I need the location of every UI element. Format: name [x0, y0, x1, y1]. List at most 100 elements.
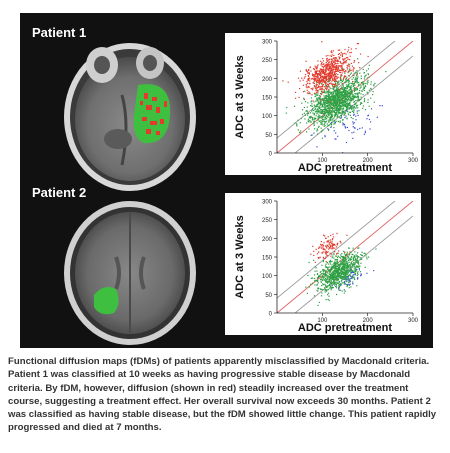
- scatter-point: [347, 276, 349, 278]
- scatter-point: [321, 90, 323, 92]
- scatter-point: [351, 254, 353, 256]
- scatter-point: [317, 86, 319, 89]
- scatter-point: [330, 269, 332, 271]
- scatter-point: [320, 86, 323, 88]
- scatter-point: [318, 251, 320, 253]
- scatter-point: [330, 66, 332, 68]
- scatter-point: [360, 274, 362, 276]
- scatter-point: [335, 63, 337, 65]
- scatter-point: [307, 120, 309, 122]
- scatter-point: [314, 87, 316, 89]
- scatter-point: [356, 72, 358, 74]
- scatter-point: [352, 96, 354, 98]
- scatter-point: [325, 87, 327, 89]
- scatter-point: [336, 87, 338, 89]
- scatter-point: [312, 109, 314, 111]
- scatter-point: [325, 73, 328, 76]
- scatter-point: [332, 73, 334, 75]
- scatter-point: [312, 277, 314, 279]
- scatter-point: [332, 60, 334, 62]
- scatter-point: [346, 91, 349, 93]
- scatter-point: [317, 91, 319, 93]
- scatter-point: [336, 92, 338, 94]
- reference-line-1: [277, 201, 413, 313]
- scatter-point: [353, 67, 355, 69]
- scatter-point: [341, 99, 343, 101]
- scatter-point: [335, 259, 337, 261]
- scatter-point: [337, 94, 339, 96]
- scatter-point: [359, 67, 361, 69]
- scatter-point: [313, 121, 315, 123]
- scatter-point: [346, 106, 348, 108]
- scatter-point: [338, 267, 340, 269]
- scatter-point: [318, 85, 320, 87]
- scatter-point: [326, 285, 328, 287]
- scatter-point: [327, 275, 329, 277]
- scatter-point: [357, 95, 359, 97]
- scatter-point: [341, 112, 343, 114]
- scatter-point: [343, 275, 345, 277]
- scatter-point: [329, 247, 331, 249]
- scatter-point: [330, 261, 332, 263]
- scatter-point: [367, 93, 369, 95]
- scatter-point: [349, 63, 351, 65]
- scatter-point: [324, 96, 326, 98]
- scatter-point: [322, 244, 324, 246]
- scatter-point: [325, 78, 327, 80]
- y-tick-label: 50: [265, 293, 272, 299]
- scatter-point: [319, 271, 321, 273]
- scatter-point: [336, 77, 338, 80]
- scatter-point: [326, 290, 328, 292]
- scatter-point: [334, 105, 336, 107]
- scatter-point: [319, 81, 321, 83]
- scatter-point: [342, 101, 344, 104]
- scatter-point: [330, 255, 332, 257]
- scatter-point: [329, 67, 331, 69]
- scatter-point: [344, 101, 346, 103]
- scatter-point: [345, 99, 347, 101]
- scatter-point: [314, 108, 316, 110]
- scatter-point: [349, 107, 351, 109]
- scatter-point: [315, 104, 318, 106]
- scatter-point: [344, 269, 346, 271]
- scatter-point: [330, 275, 332, 277]
- scatter-point: [346, 253, 348, 255]
- scatter-point: [347, 270, 349, 272]
- scatter-point: [328, 98, 331, 100]
- scatter-point: [329, 285, 331, 287]
- scatter-point: [332, 272, 334, 274]
- scatter-point: [321, 111, 323, 114]
- scatter-point: [333, 278, 335, 280]
- scatter-point: [352, 69, 354, 71]
- scatter-point: [338, 90, 340, 92]
- scatter-point: [368, 89, 370, 91]
- scatter-point: [337, 265, 339, 267]
- scatter-point: [349, 264, 351, 266]
- scatter-point: [328, 76, 330, 78]
- scatter-point: [333, 280, 335, 282]
- scatter-point: [346, 261, 348, 263]
- scatter-point: [338, 106, 340, 108]
- scatter-point: [331, 72, 333, 74]
- scatter-point: [316, 128, 318, 130]
- scatter-point: [336, 93, 338, 95]
- scatter-point: [343, 250, 345, 252]
- scatter-point: [340, 269, 342, 271]
- scatter-point: [347, 107, 349, 109]
- scatter-point: [344, 261, 346, 263]
- scatter-point: [340, 284, 342, 286]
- scatter-point: [336, 271, 338, 273]
- scatter-point: [326, 76, 328, 78]
- scatter-point: [345, 60, 348, 62]
- scatter-point: [355, 76, 357, 78]
- scatter-point: [336, 61, 339, 63]
- scatter-point: [340, 270, 342, 272]
- scatter-cluster-0: [305, 247, 377, 306]
- scatter-point: [361, 258, 363, 260]
- x-tick-label: 300: [408, 318, 419, 324]
- scatter-point: [333, 97, 336, 99]
- scatter-point: [309, 66, 311, 68]
- scatter-point: [320, 63, 322, 65]
- scatter-point: [356, 106, 358, 108]
- scatter-point: [343, 269, 345, 271]
